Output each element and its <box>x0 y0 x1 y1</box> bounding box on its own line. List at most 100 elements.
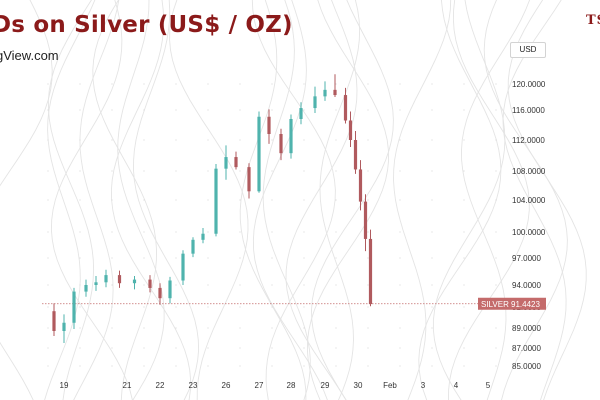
candle-body <box>267 116 271 134</box>
grid-dot <box>143 365 145 367</box>
grid-dot <box>239 257 241 259</box>
grid-dots <box>47 83 497 367</box>
y-axis: 85.000087.000089.000091.000094.000097.00… <box>512 80 546 371</box>
grid-dot <box>399 83 401 85</box>
candle-body <box>333 89 337 96</box>
grid-dot <box>399 365 401 367</box>
grid-dot <box>367 306 369 308</box>
grid-dot <box>111 109 113 111</box>
grid-dot <box>47 139 49 141</box>
candle-body <box>201 233 205 240</box>
grid-dot <box>207 365 209 367</box>
candle-body <box>234 157 238 168</box>
grid-dot <box>207 139 209 141</box>
grid-dot <box>431 327 433 329</box>
grid-dot <box>239 327 241 329</box>
grid-dot <box>271 231 273 233</box>
candle-body <box>323 89 327 97</box>
currency-selector-button[interactable]: USD <box>510 42 546 58</box>
grid-dot <box>175 139 177 141</box>
grid-dot <box>495 109 497 111</box>
grid-dot <box>367 284 369 286</box>
grid-dot <box>111 347 113 349</box>
grid-dot <box>495 257 497 259</box>
grid-dot <box>399 199 401 201</box>
grid-dot <box>79 139 81 141</box>
grid-dot <box>239 83 241 85</box>
contour-line <box>251 0 336 400</box>
grid-dot <box>239 170 241 172</box>
grid-dot <box>399 347 401 349</box>
grid-dot <box>367 83 369 85</box>
grid-dot <box>143 170 145 172</box>
grid-dot <box>47 284 49 286</box>
grid-dot <box>463 347 465 349</box>
candle-body <box>368 238 373 305</box>
x-axis: 19 21 22 23 26 27 28 29 30 Feb 3 4 5 <box>60 381 491 390</box>
grid-dot <box>47 327 49 329</box>
grid-dot <box>303 327 305 329</box>
x-tick-label: 22 <box>156 381 165 390</box>
grid-dot <box>111 170 113 172</box>
grid-dot <box>143 109 145 111</box>
grid-dot <box>303 284 305 286</box>
grid-dot <box>47 306 49 308</box>
grid-dot <box>47 83 49 85</box>
grid-dot <box>271 109 273 111</box>
candle-body <box>117 275 122 284</box>
grid-dot <box>367 327 369 329</box>
grid-dot <box>399 231 401 233</box>
grid-dot <box>495 327 497 329</box>
grid-dot <box>207 347 209 349</box>
grid-dot <box>303 199 305 201</box>
grid-dot <box>463 139 465 141</box>
grid-dot <box>143 231 145 233</box>
grid-dot <box>207 83 209 85</box>
grid-dot <box>495 365 497 367</box>
grid-dot <box>495 139 497 141</box>
grid-dot <box>111 139 113 141</box>
grid-dot <box>239 139 241 141</box>
grid-dot <box>367 365 369 367</box>
y-tick-label: 85.0000 <box>512 362 541 371</box>
grid-dot <box>111 231 113 233</box>
grid-dot <box>111 199 113 201</box>
x-tick-label: 26 <box>222 381 231 390</box>
candle-body <box>363 201 368 239</box>
candle-body <box>104 275 108 283</box>
grid-dot <box>303 347 305 349</box>
candle-body <box>52 311 56 331</box>
grid-dot <box>47 109 49 111</box>
candle-body <box>84 285 88 292</box>
grid-dot <box>175 170 177 172</box>
x-tick-label: 30 <box>354 381 363 390</box>
grid-dot <box>207 170 209 172</box>
candle-body <box>191 239 195 254</box>
grid-dot <box>271 257 273 259</box>
grid-dot <box>431 257 433 259</box>
y-tick-label: 108.0000 <box>512 167 546 176</box>
grid-dot <box>79 83 81 85</box>
contour-line <box>319 0 361 400</box>
grid-dot <box>143 306 145 308</box>
x-tick-label: Feb <box>383 381 397 390</box>
grid-dot <box>335 257 337 259</box>
grid-dot <box>367 109 369 111</box>
grid-dot <box>47 231 49 233</box>
last-price-symbol: SILVER <box>481 300 509 309</box>
candle-body <box>343 95 348 121</box>
grid-dot <box>143 83 145 85</box>
grid-dot <box>303 306 305 308</box>
grid-dot <box>271 199 273 201</box>
grid-dot <box>431 365 433 367</box>
grid-dot <box>175 284 177 286</box>
grid-dot <box>207 109 209 111</box>
y-tick-label: 87.0000 <box>512 344 541 353</box>
grid-dot <box>367 347 369 349</box>
grid-dot <box>335 306 337 308</box>
grid-dot <box>431 231 433 233</box>
grid-dot <box>495 199 497 201</box>
x-tick-label: 28 <box>287 381 296 390</box>
